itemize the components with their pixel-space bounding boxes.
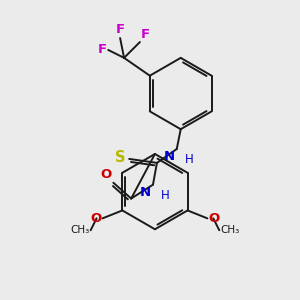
Text: H: H — [161, 189, 170, 202]
Text: S: S — [115, 150, 125, 165]
Text: N: N — [140, 186, 151, 199]
Text: O: O — [90, 212, 101, 225]
Text: F: F — [98, 44, 107, 56]
Text: F: F — [141, 28, 150, 41]
Text: O: O — [208, 212, 220, 225]
Text: CH₃: CH₃ — [220, 225, 239, 235]
Text: N: N — [164, 150, 175, 163]
Text: O: O — [100, 168, 111, 181]
Text: H: H — [185, 153, 194, 166]
Text: CH₃: CH₃ — [70, 225, 90, 235]
Text: F: F — [116, 23, 125, 36]
